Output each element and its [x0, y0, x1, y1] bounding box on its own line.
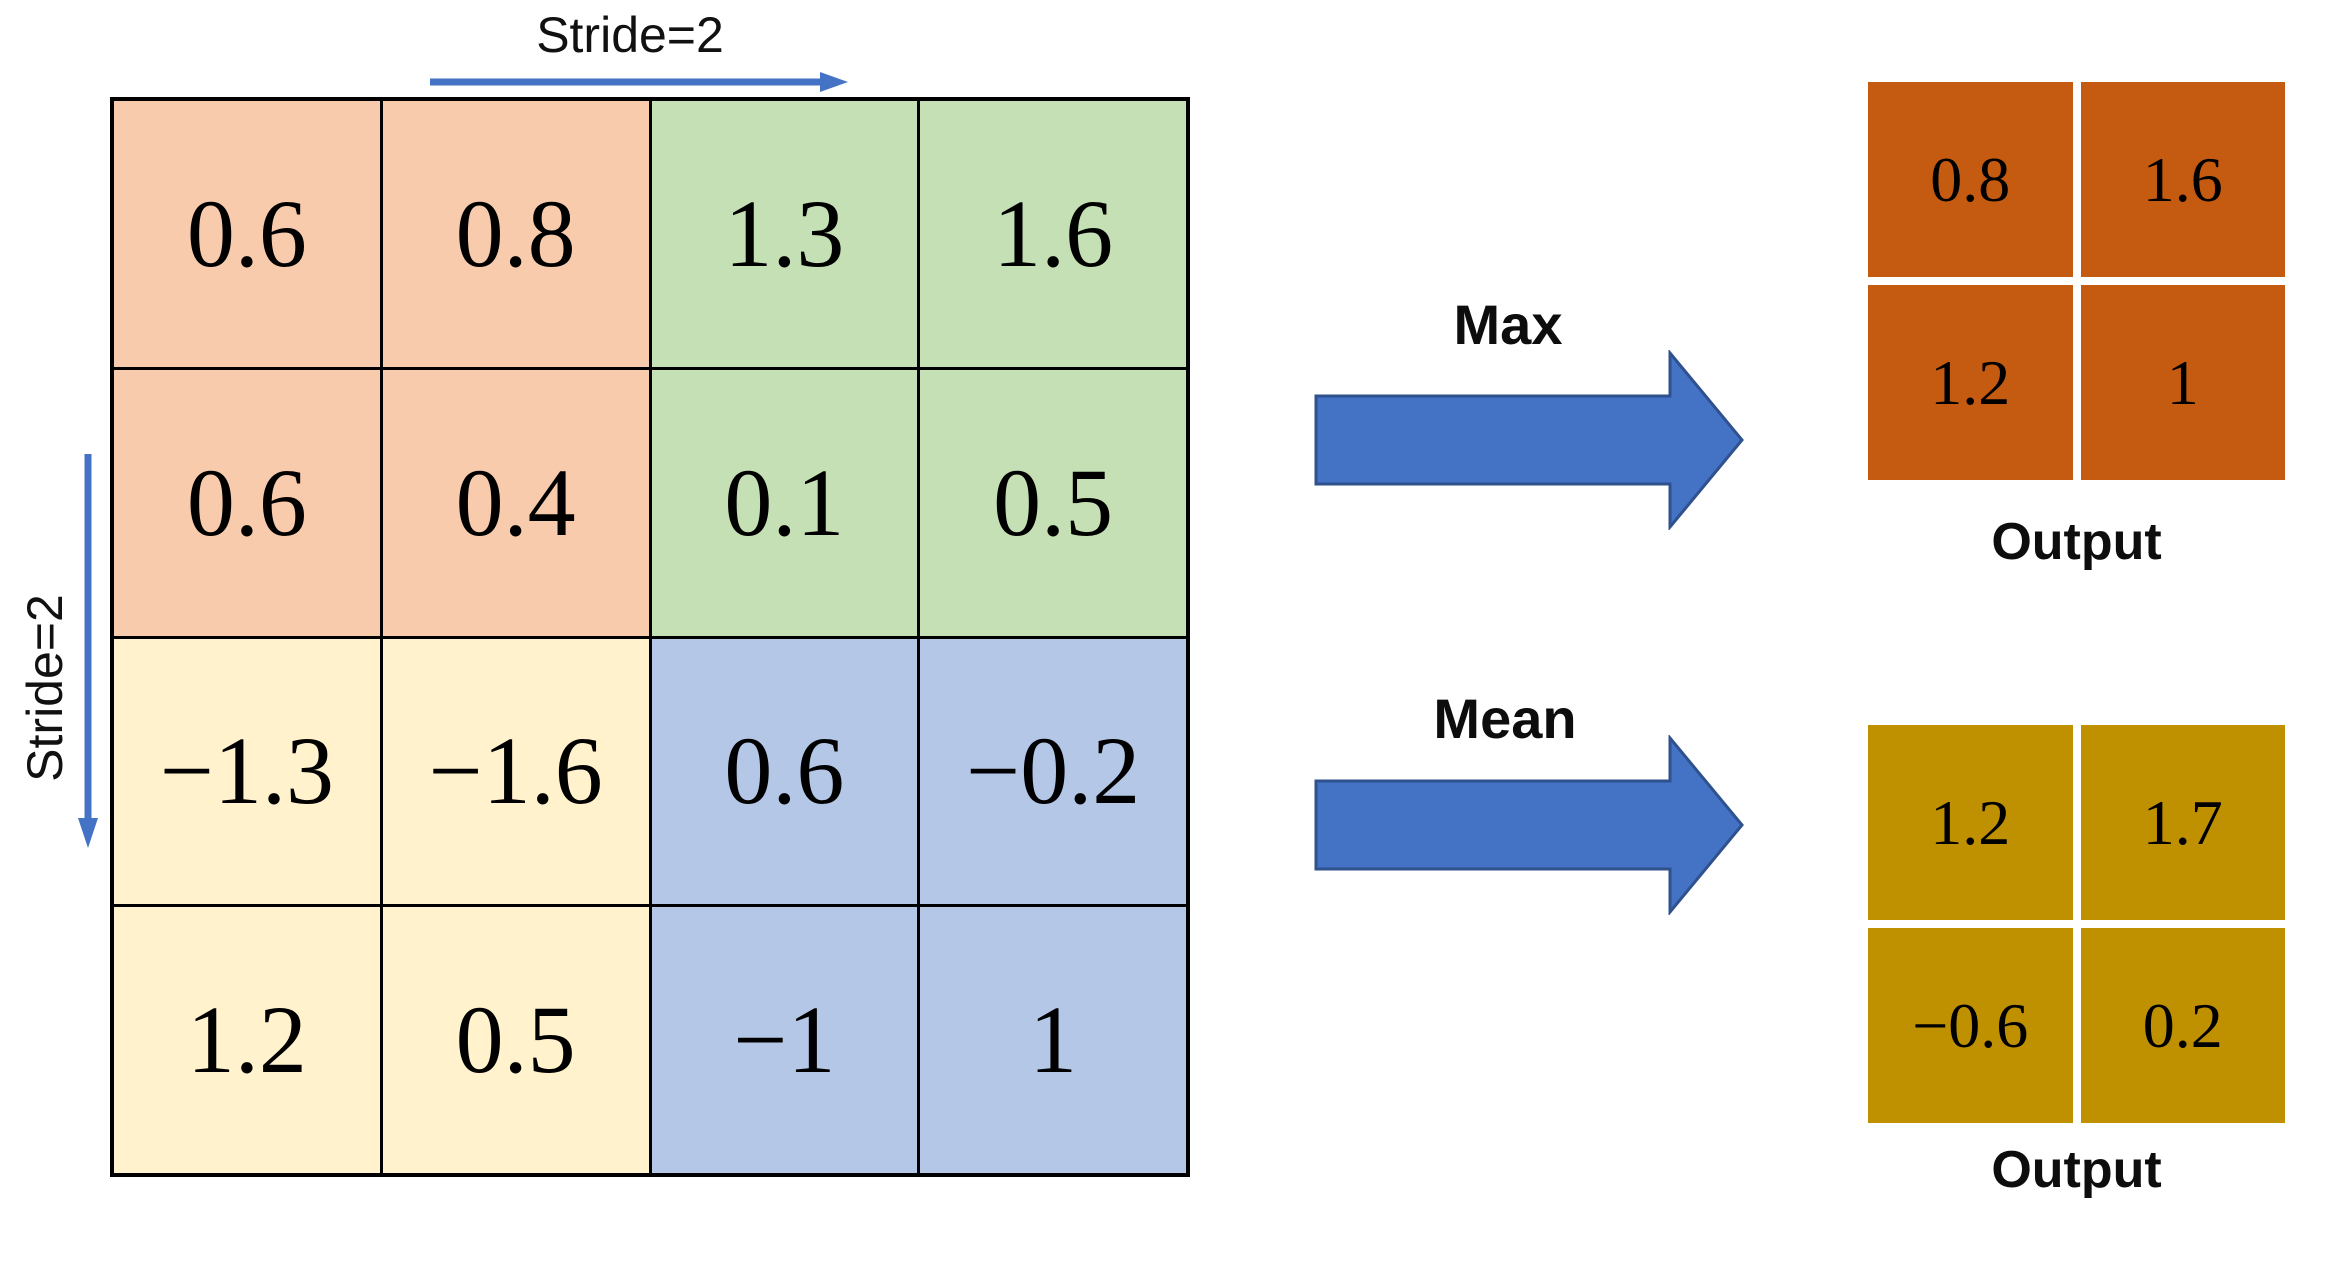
stride-top-label: Stride=2 [536, 7, 724, 63]
input-cell: 1.6 [920, 101, 1186, 367]
stride-left-label: Stride=2 [17, 594, 73, 782]
input-cell: 0.8 [382, 101, 649, 367]
output-cell: 1.6 [2080, 82, 2285, 277]
input-cell: 0.5 [382, 907, 649, 1173]
output-cell: 1.2 [1868, 725, 2073, 920]
input-cell: 0.6 [651, 638, 918, 905]
input-cell: 0.4 [382, 369, 649, 636]
mean-operation-label: Mean [1433, 687, 1577, 750]
input-cell: 0.6 [114, 101, 380, 367]
mean-output-matrix: 1.2 1.7 −0.6 0.2 [1868, 725, 2285, 1123]
input-cell: −0.2 [920, 638, 1186, 905]
output-cell: −0.6 [1868, 928, 2073, 1123]
input-cell: 0.6 [114, 369, 380, 636]
max-arrow-icon [1314, 350, 1744, 530]
input-cell: 0.5 [920, 369, 1186, 636]
max-output-matrix: 0.8 1.6 1.2 1 [1868, 82, 2285, 480]
output-cell: 0.2 [2080, 928, 2285, 1123]
output-cell: 0.8 [1868, 82, 2073, 277]
mean-arrow-icon [1314, 735, 1744, 915]
stride-right-arrow-icon [430, 72, 848, 92]
input-cell: 1.3 [651, 101, 918, 367]
input-cell: 1.2 [114, 907, 380, 1173]
input-cell: −1.3 [114, 638, 380, 905]
input-cell: 1 [920, 907, 1186, 1173]
max-output-caption: Output [1991, 513, 2162, 571]
output-cell: 1.2 [1868, 285, 2073, 480]
input-matrix: 0.6 0.8 1.3 1.6 0.6 0.4 0.1 0.5 −1.3 −1.… [110, 97, 1190, 1177]
mean-output-caption: Output [1991, 1141, 2162, 1199]
input-cell: −1.6 [382, 638, 649, 905]
output-cell: 1 [2080, 285, 2285, 480]
input-cell: −1 [651, 907, 918, 1173]
input-cell: 0.1 [651, 369, 918, 636]
max-operation-label: Max [1453, 293, 1563, 356]
output-cell: 1.7 [2080, 725, 2285, 920]
stride-down-arrow-icon [78, 454, 98, 848]
